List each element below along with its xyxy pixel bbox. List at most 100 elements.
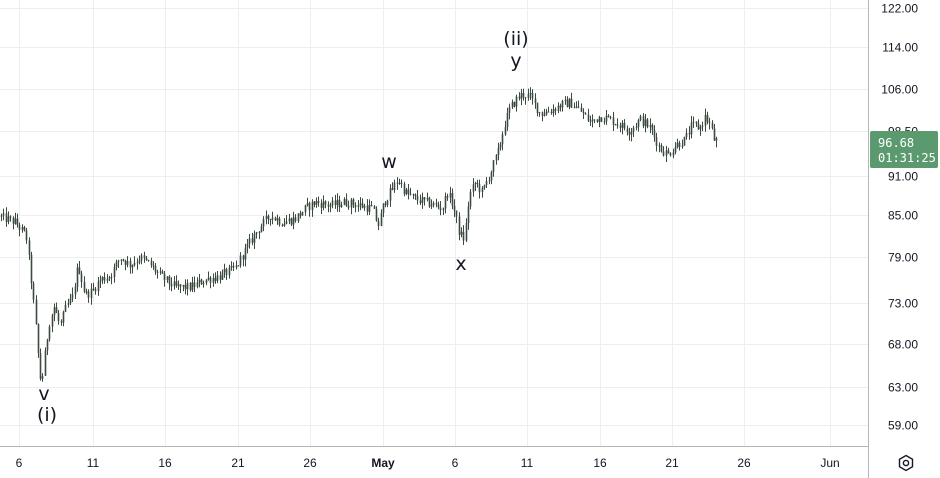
candle-body <box>495 154 498 161</box>
candle-body <box>651 124 654 131</box>
candle-body <box>317 200 320 204</box>
candle-body <box>41 375 44 379</box>
candle-body <box>382 203 385 213</box>
candle-body <box>219 275 222 280</box>
candle-body <box>685 132 688 137</box>
candle-body <box>126 260 129 265</box>
candle-body <box>529 92 532 94</box>
candle-body <box>566 99 569 108</box>
candle-body <box>90 288 93 298</box>
wave-label-i: (i) <box>37 404 57 426</box>
candle-body <box>547 111 550 113</box>
candle-body <box>69 298 72 304</box>
candle-body <box>207 277 210 280</box>
candle-body <box>288 218 291 222</box>
candle-body <box>451 193 454 206</box>
candle-body <box>242 255 245 260</box>
candle-body <box>237 265 240 267</box>
wave-label-x: x <box>455 253 466 275</box>
y-tick-label: 106.00 <box>881 83 918 97</box>
candle-body <box>124 260 127 265</box>
candle-body <box>251 238 254 243</box>
candle-body <box>545 111 548 115</box>
candle-body <box>253 233 256 243</box>
candle-body <box>12 217 15 224</box>
chart-settings-button[interactable] <box>892 450 920 476</box>
candle-body <box>561 100 564 108</box>
candle-body <box>577 106 580 108</box>
candle-body <box>658 145 661 147</box>
candle-body <box>416 196 419 201</box>
candle-body <box>708 121 711 123</box>
candle-body <box>506 112 509 128</box>
candle-body <box>384 203 387 205</box>
candle-body <box>285 221 288 224</box>
candle-body <box>564 99 567 101</box>
candle-body <box>635 126 638 128</box>
candle-body <box>138 260 141 263</box>
candle-body <box>235 265 238 268</box>
candle-body <box>115 261 118 268</box>
candle-body <box>67 303 70 305</box>
candle-body <box>481 187 484 193</box>
candle-body <box>269 219 272 221</box>
candle-body <box>591 119 594 122</box>
candle-body <box>662 151 665 156</box>
candle-body <box>485 181 488 185</box>
x-tick-label: 11 <box>87 456 100 470</box>
candle-body <box>688 132 691 135</box>
candle-body <box>524 97 527 99</box>
candle-body <box>587 114 590 121</box>
candle-body <box>559 105 562 108</box>
candle-body <box>552 109 555 114</box>
candle-body <box>704 114 707 126</box>
x-tick-label: 21 <box>231 456 245 470</box>
candle-body <box>39 353 42 379</box>
candle-body <box>642 116 645 126</box>
candle-body <box>616 124 619 126</box>
candle-body <box>421 197 424 203</box>
candle-body <box>637 120 640 127</box>
candle-body <box>232 265 235 268</box>
candle-body <box>255 232 258 234</box>
wave-label-w: w <box>381 151 397 173</box>
candle-body <box>191 282 194 291</box>
candle-body <box>504 127 507 135</box>
candle-body <box>357 205 360 208</box>
candle-body <box>92 288 95 290</box>
candle-body <box>573 107 576 109</box>
candle-body <box>419 200 422 204</box>
candle-body <box>306 203 309 206</box>
candle-body <box>701 125 704 127</box>
candle-body <box>9 216 12 218</box>
candle-body <box>458 216 461 235</box>
candle-body <box>373 206 376 209</box>
candle-body <box>681 145 684 147</box>
candle-body <box>350 199 353 208</box>
candle-body <box>143 255 146 258</box>
candle-body <box>221 272 224 280</box>
candle-body <box>292 217 295 225</box>
candle-body <box>117 260 120 262</box>
candle-body <box>5 213 8 222</box>
candle-body <box>189 282 192 291</box>
chart-grid <box>0 0 868 446</box>
candle-body <box>674 147 677 153</box>
candle-body <box>281 224 284 226</box>
candle-body <box>582 111 585 114</box>
candle-body <box>175 281 178 286</box>
candle-body <box>393 182 396 190</box>
x-tick-label: 26 <box>737 456 751 470</box>
candle-body <box>324 201 327 205</box>
candle-body <box>426 197 429 200</box>
candle-body <box>216 275 219 281</box>
candle-body <box>239 255 242 266</box>
x-tick-label: 26 <box>303 456 317 470</box>
candle-body <box>338 199 341 207</box>
candle-body <box>667 150 670 154</box>
candle-body <box>267 215 270 220</box>
candle-body <box>99 279 102 282</box>
candle-body <box>55 307 58 313</box>
candle-body <box>508 107 511 113</box>
